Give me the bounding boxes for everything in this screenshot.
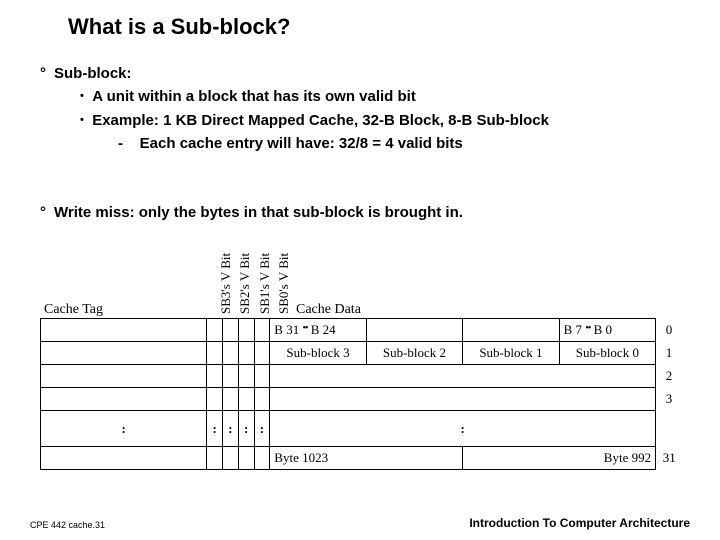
cache-tag-header: Cache Tag (44, 302, 103, 318)
bullet-3: Each cache entry will have: 32/8 = 4 val… (140, 135, 463, 152)
slide-title: What is a Sub-block? (68, 14, 290, 40)
vbit-label-3: SB3's V Bit (218, 246, 234, 314)
vbit-label-1: SB1's V Bit (257, 246, 273, 314)
footer-left: CPE 442 cache.31 (30, 520, 105, 530)
table-row: B 31 •• B 24 B 7 •• B 0 0 (41, 319, 680, 342)
bullet-1: A unit within a block that has its own v… (92, 88, 416, 105)
cache-table: B 31 •• B 24 B 7 •• B 0 0 Sub-block 3Sub… (40, 318, 680, 470)
table-row: 3 (41, 388, 680, 411)
table-row: Sub-block 3Sub-block 2Sub-block 1Sub-blo… (41, 342, 680, 365)
bullet-2: Example: 1 KB Direct Mapped Cache, 32-B … (92, 112, 549, 129)
vbit-label-2: SB2's V Bit (237, 246, 253, 314)
bullet-list: °Sub-block: • A unit within a block that… (40, 62, 549, 155)
write-miss-line: °Write miss: only the bytes in that sub-… (40, 204, 463, 221)
table-row-ellipsis: : : : : : : (41, 411, 680, 447)
bullet-subblock: Sub-block: (54, 65, 132, 82)
vbit-label-0: SB0's V Bit (276, 246, 292, 314)
table-row: Byte 1023 Byte 992 31 (41, 447, 680, 470)
footer-right: Introduction To Computer Architecture (469, 516, 690, 530)
table-row: 2 (41, 365, 680, 388)
cache-data-header: Cache Data (296, 302, 361, 318)
